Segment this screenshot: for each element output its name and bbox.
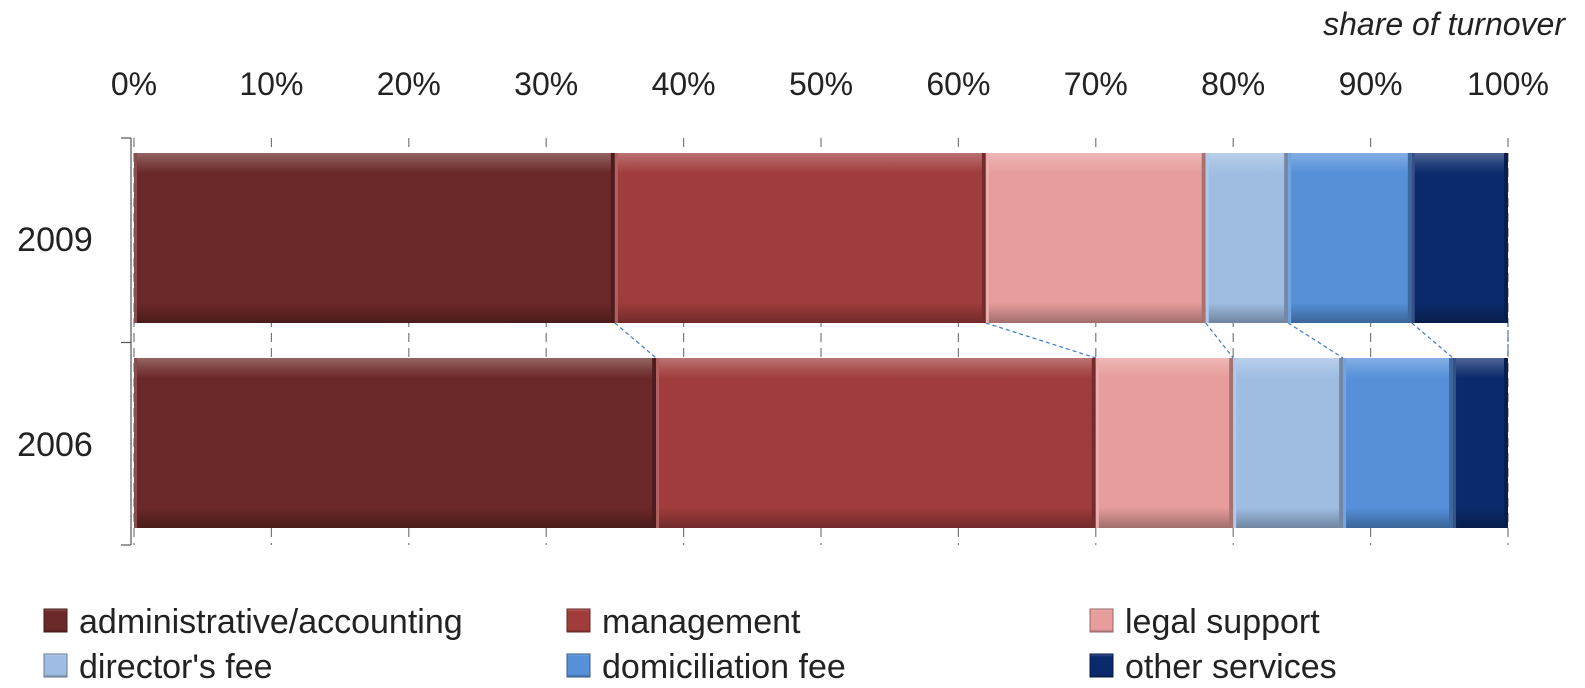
legend-swatch (43, 653, 68, 678)
bar-segment-edge (1201, 153, 1206, 323)
bar-segment-edge (1411, 153, 1415, 323)
x-tick-label: 50% (789, 66, 853, 102)
y-tick-label: 2006 (17, 426, 93, 464)
x-tick-label: 10% (239, 66, 303, 102)
unit-label: share of turnover (1323, 6, 1565, 42)
bar-segment-edge (134, 358, 137, 528)
bar-segment-edge (1504, 153, 1508, 323)
bar-segment (134, 153, 615, 323)
legend-swatch (1089, 653, 1114, 678)
bar-segment-edge (1504, 358, 1508, 528)
x-tick-label: 20% (377, 66, 441, 102)
x-tick-label: 60% (926, 66, 990, 102)
bar-segment-edge (1284, 153, 1289, 323)
x-tick-label: 90% (1339, 66, 1403, 102)
bar-segment-edge (981, 153, 986, 323)
legend-item: legal support (1089, 603, 1320, 641)
x-tick-label: 100% (1467, 66, 1549, 102)
bar-segment-edge (1229, 358, 1234, 528)
legend-label: other services (1125, 648, 1337, 686)
bar-segment-edge (610, 153, 615, 323)
bar-segment-edge (1339, 358, 1344, 528)
bar-segment-edge (1095, 358, 1099, 528)
x-tick-label: 80% (1201, 66, 1265, 102)
legend-swatch (1089, 608, 1114, 633)
bar-segment (1343, 358, 1454, 528)
series-line (985, 322, 1096, 359)
legend-label: director's fee (79, 648, 273, 686)
bar-segment-edge (614, 153, 618, 323)
bar-segment-edge (1449, 358, 1454, 528)
bar-segment (1288, 153, 1412, 323)
y-tick-label: 2009 (17, 221, 93, 259)
legend-item: domiciliation fee (566, 648, 846, 686)
bar-segment-edge (985, 153, 989, 323)
bar-segment-edge (1091, 358, 1096, 528)
bar-segment (1411, 153, 1508, 323)
series-line (1411, 322, 1454, 359)
legend-item: administrative/accounting (43, 603, 463, 641)
bar-segment-edge (1407, 153, 1412, 323)
x-tick-label: 30% (514, 66, 578, 102)
legend-item: director's fee (43, 648, 273, 686)
bar-segment-edge (134, 153, 137, 323)
bar-segment-edge (656, 358, 660, 528)
bar-segment-edge (1343, 358, 1347, 528)
bar-segment (985, 153, 1206, 323)
series-line (614, 322, 657, 359)
legend-item: other services (1089, 648, 1337, 686)
legend-label: legal support (1125, 603, 1320, 641)
bar-segment (1453, 358, 1508, 528)
bar-segment-edge (1205, 153, 1209, 323)
bar-segment (614, 153, 986, 323)
legend-swatch (43, 608, 68, 633)
legend-label: administrative/accounting (79, 603, 463, 641)
legend-label: domiciliation fee (602, 648, 846, 686)
x-tick-label: 40% (652, 66, 716, 102)
bar-segment (1205, 153, 1289, 323)
legend-swatch (566, 653, 591, 678)
bar-segment (1233, 358, 1344, 528)
legend-label: management (602, 603, 801, 641)
bar-segment-edge (1233, 358, 1237, 528)
bar-segment (134, 358, 657, 528)
x-tick-label: 70% (1064, 66, 1128, 102)
bar-segment-edge (1453, 358, 1457, 528)
series-line (1205, 322, 1234, 359)
x-tick-label: 0% (111, 66, 157, 102)
bar-segment (1095, 358, 1234, 528)
legend-item: management (566, 603, 801, 641)
bar-segment-edge (1288, 153, 1292, 323)
series-line (1287, 322, 1344, 359)
bar-segment-edge (652, 358, 657, 528)
bar-segment (656, 358, 1096, 528)
legend-swatch (566, 608, 591, 633)
